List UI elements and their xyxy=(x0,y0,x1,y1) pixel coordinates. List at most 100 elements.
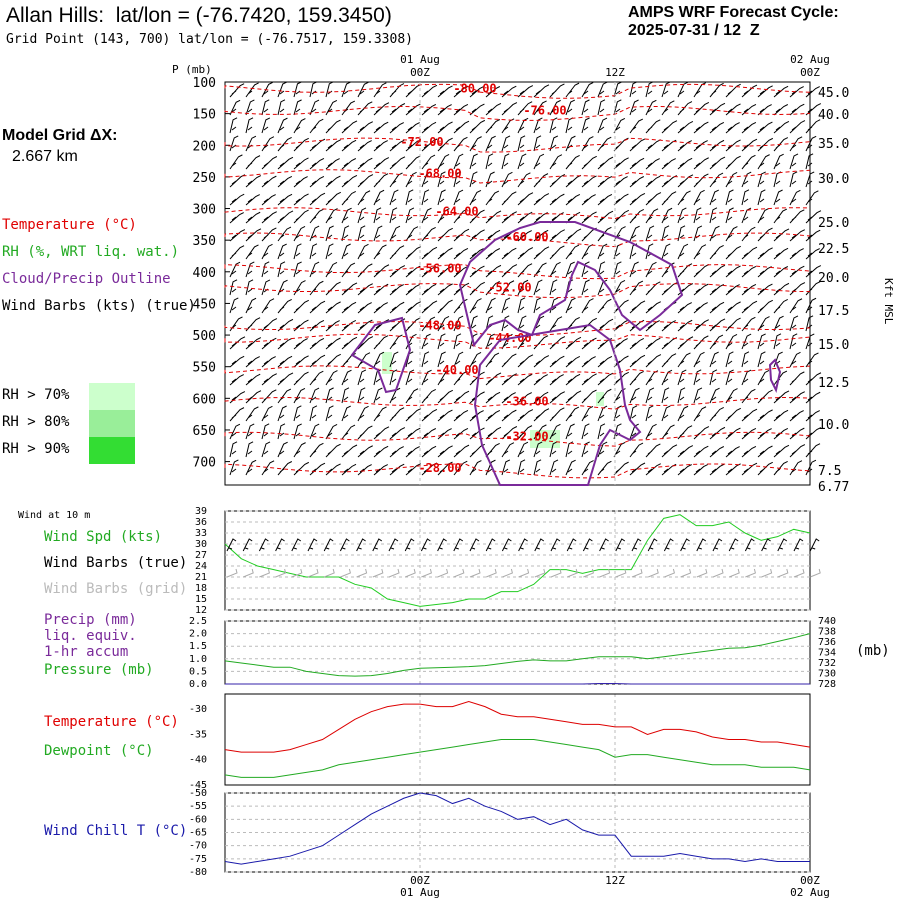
wind-barb xyxy=(533,459,542,476)
wind-barb xyxy=(261,261,270,278)
wind-barb xyxy=(517,85,534,98)
wind-barb xyxy=(245,99,255,116)
wind-speed-frame-tick-label: 15 xyxy=(195,594,207,605)
wind-barb xyxy=(229,355,245,368)
wind-barb xyxy=(389,334,403,350)
wind-barb xyxy=(405,301,421,314)
wind-barb xyxy=(517,279,529,296)
pressure-frame-tick-label: 1.0 xyxy=(189,654,207,665)
wind-barb xyxy=(389,463,405,476)
wind-barb xyxy=(277,423,286,440)
wind-barb xyxy=(789,265,805,278)
wind-barb xyxy=(469,443,485,458)
wind-barb xyxy=(485,264,502,278)
wind-barb xyxy=(373,351,385,368)
wind-barb xyxy=(725,245,741,260)
wind-barb xyxy=(709,225,720,242)
wind-barb xyxy=(709,446,725,458)
wind-barb xyxy=(597,460,612,476)
wind-barb xyxy=(677,207,687,224)
p-axis-title: P (mb) xyxy=(172,63,212,76)
p-tick-label: 200 xyxy=(193,139,216,154)
wind-barb xyxy=(725,446,740,458)
wind-barb xyxy=(453,427,469,440)
wind-barb xyxy=(293,338,308,350)
wind-barb xyxy=(661,158,676,170)
wind-barb-10m xyxy=(582,538,593,552)
wind-barb xyxy=(421,333,431,350)
wind-barb xyxy=(485,229,501,242)
wind-barb xyxy=(725,334,738,350)
wind-barb xyxy=(757,428,772,440)
wind-barb xyxy=(501,459,511,476)
wind-barb xyxy=(469,460,482,476)
wind-barb xyxy=(709,407,724,422)
wind-barb xyxy=(437,333,446,350)
wind-barb xyxy=(341,243,351,260)
wind-barb xyxy=(405,317,421,332)
wind-barb xyxy=(661,320,676,332)
wind-barb-10m xyxy=(599,538,609,552)
wind-barb xyxy=(357,445,373,458)
wind-barb xyxy=(517,354,534,368)
wind10m-title: Wind at 10 m xyxy=(18,510,91,521)
wind-barb-10m-grid xyxy=(648,568,659,578)
wind-barb xyxy=(773,208,788,224)
pressure-right-tick-label: 738 xyxy=(818,627,836,638)
kft-tick-label: 12.5 xyxy=(818,376,849,391)
kft-tick-label: 45.0 xyxy=(818,86,849,101)
temp-label: Temperature (°C) xyxy=(44,714,179,730)
wind-barb xyxy=(485,171,495,188)
wind-barb xyxy=(613,157,629,170)
wind-barb-10m-grid xyxy=(518,568,530,578)
p-tick-label: 600 xyxy=(193,392,216,407)
wind-barb xyxy=(357,425,373,440)
wind-barb xyxy=(645,158,660,170)
wind-barb-10m-grid xyxy=(226,568,238,578)
wind-barb xyxy=(789,460,803,476)
wind-barb xyxy=(245,175,262,188)
page-title: Allan Hills: lat/lon = (-76.7420, 159.34… xyxy=(6,4,392,27)
wind-barb xyxy=(453,228,470,242)
wind-barb xyxy=(533,212,548,224)
wind-barb xyxy=(421,369,432,386)
wind-barb xyxy=(757,461,773,476)
wind-barb xyxy=(645,175,661,188)
wind-barb xyxy=(773,120,790,134)
wind-barb xyxy=(277,355,293,368)
wind-barb xyxy=(805,153,814,170)
wind-barb xyxy=(469,427,485,440)
wind-barb xyxy=(501,191,517,206)
p-tick-label: 350 xyxy=(193,234,216,249)
wind-barb xyxy=(757,283,773,296)
wind-barb xyxy=(373,426,390,440)
wind-barb xyxy=(501,135,511,152)
wind-barb-10m-grid xyxy=(453,568,465,578)
wind-barb xyxy=(773,266,789,278)
wind-barb xyxy=(629,157,645,170)
wind-barb-10m-grid xyxy=(664,568,675,578)
wind-barb xyxy=(261,373,277,386)
wind-barb-10m xyxy=(663,538,674,552)
wind-barb xyxy=(629,192,646,206)
cloud-outline xyxy=(458,221,684,348)
legend-rh80-label: RH > 80% xyxy=(2,414,70,430)
wind-barb xyxy=(261,81,273,98)
wind-barb xyxy=(645,301,661,314)
wind-barb xyxy=(245,459,257,476)
wind-barb xyxy=(357,174,374,188)
wind-barb xyxy=(245,406,259,422)
wind-barb xyxy=(741,283,757,296)
precip-series xyxy=(225,682,810,685)
wind-barb xyxy=(341,262,356,278)
wind-barb xyxy=(613,81,622,98)
wind-barb xyxy=(229,99,241,116)
kft-tick-label: 22.5 xyxy=(818,242,849,257)
wind-barb xyxy=(645,320,660,332)
wind-barb xyxy=(757,409,773,422)
wind-barb xyxy=(229,297,239,314)
wind-barb xyxy=(277,176,293,188)
wind-barb xyxy=(309,462,326,476)
wind-barb xyxy=(453,282,470,296)
wind-barb xyxy=(485,333,495,350)
